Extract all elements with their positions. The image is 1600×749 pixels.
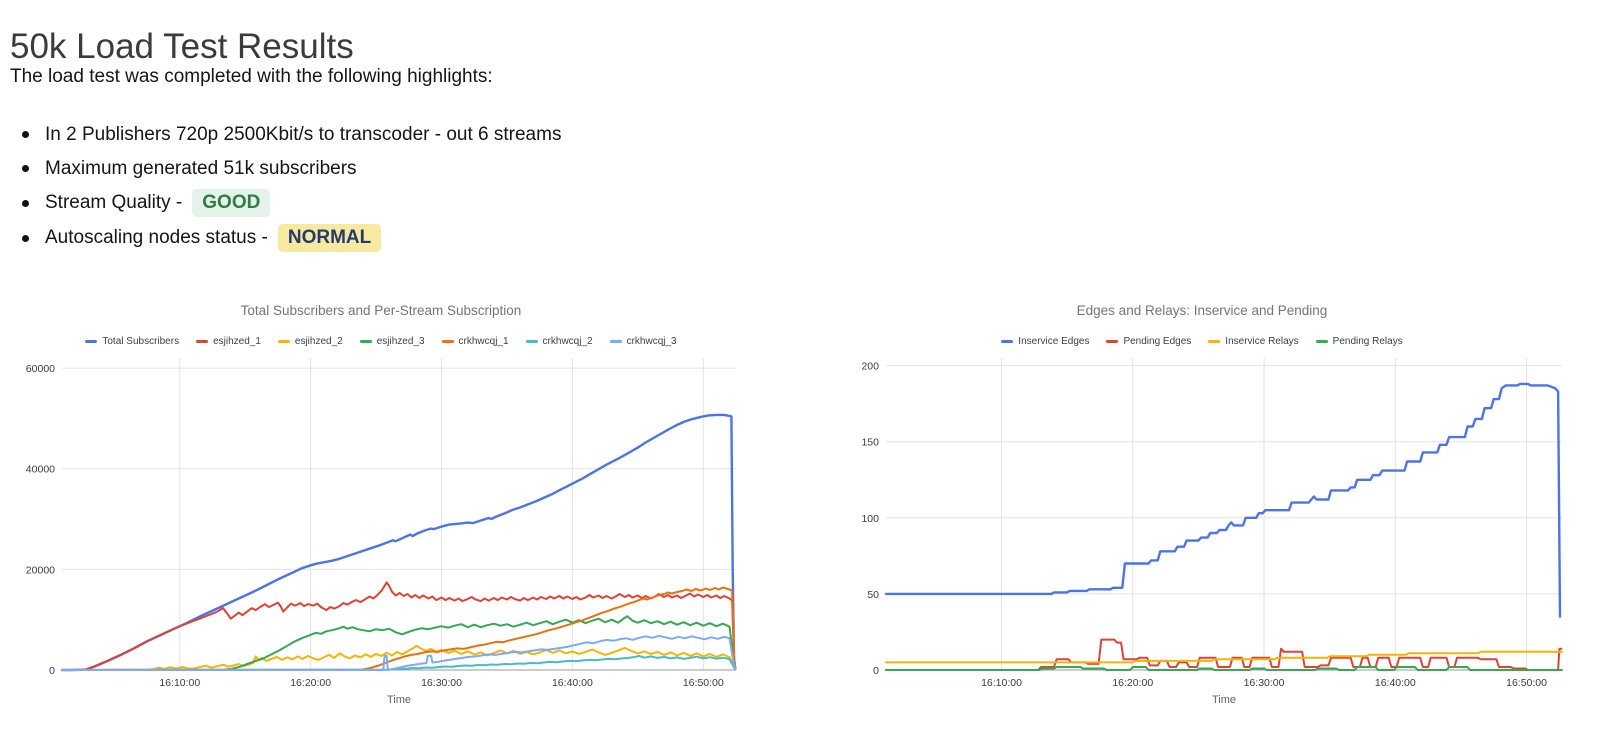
svg-text:60000: 60000 [26,363,55,375]
legend-label: Pending Relays [1332,335,1403,347]
svg-text:50: 50 [867,589,879,601]
legend-label: Total Subscribers [102,335,180,347]
svg-text:16:10:00: 16:10:00 [981,677,1022,689]
legend-swatch-icon [525,339,538,343]
legend-label: crkhwcqj_3 [626,335,677,347]
svg-text:16:20:00: 16:20:00 [290,677,331,689]
chart-plot: 16:10:00 16:20:00 16:30:00 16:40:00 16:50:00… [26,358,737,706]
bullet-icon [22,131,29,138]
svg-text:16:30:00: 16:30:00 [421,677,462,689]
highlights-list: In 2 Publishers 720p 2500Kbit/s to trans… [22,121,561,259]
bullet-text: Maximum generated 51k subscribers [45,157,357,179]
svg-text:150: 150 [861,437,879,449]
chart-title: Edges and Relays: Inservice and Pending [1076,303,1328,318]
svg-text:16:30:00: 16:30:00 [1244,677,1285,689]
legend-item: Pending Edges [1106,336,1191,347]
page-title: 50k Load Test Results [10,27,354,67]
legend-item: Total Subscribers [85,336,179,347]
list-item: Maximum generated 51k subscribers [22,155,561,182]
chart-plot: 16:10:00 16:20:00 16:30:00 16:40:00 16:50:00… [861,358,1563,706]
legend-label: esjihzed_2 [294,335,343,347]
legend-item: crkhwcqj_1 [441,335,509,347]
legend-swatch-icon [441,339,454,343]
chart-title: Total Subscribers and Per-Stream Subscri… [240,303,522,318]
svg-text:16:40:00: 16:40:00 [1375,677,1416,689]
svg-text:16:50:00: 16:50:00 [683,677,724,689]
bullet-icon [22,165,29,172]
bullet-text: Stream Quality - [45,192,183,213]
svg-text:Time: Time [387,694,411,706]
bullet-text: Autoscaling nodes status - [45,227,268,248]
legend-label: Inservice Relays [1225,335,1299,347]
legend-swatch-icon [1315,339,1328,343]
svg-text:0: 0 [49,665,55,677]
list-item: In 2 Publishers 720p 2500Kbit/s to trans… [22,121,561,148]
legend-swatch-icon [85,339,98,343]
svg-text:100: 100 [861,513,879,525]
legend-item: Inservice Edges [1001,336,1089,347]
svg-text:200: 200 [861,361,879,373]
bullet-icon [22,199,29,207]
status-badge-good: GOOD [192,189,271,217]
list-item: Stream Quality - GOOD [22,189,561,217]
edges-relays-chart: Edges and Relays: Inservice and Pending … [838,303,1566,708]
status-badge-normal: NORMAL [277,224,382,252]
list-item: Autoscaling nodes status - NORMAL [22,224,561,252]
legend-item: Inservice Relays [1208,335,1299,347]
legend-label: esjihzed_1 [213,335,261,347]
legend-swatch-icon [1208,339,1221,343]
legend-item: esjihzed_1 [196,336,261,347]
legend-swatch-icon [1106,339,1119,343]
legend-item: Pending Relays [1315,335,1403,347]
legend-swatch-icon [277,339,290,343]
svg-text:16:10:00: 16:10:00 [159,677,200,689]
chart-legend: Total Subscribers esjihzed_1 esjihzed_2 esj… [22,334,740,348]
legend-item: crkhwcqj_2 [525,335,593,347]
legend-swatch-icon [196,339,209,343]
svg-text:40000: 40000 [26,464,55,476]
svg-text:20000: 20000 [26,564,55,576]
legend-label: Pending Edges [1123,335,1192,347]
legend-item: esjihzed_2 [277,335,343,347]
legend-item: crkhwcqj_3 [609,335,677,347]
svg-text:16:50:00: 16:50:00 [1506,677,1547,689]
intro-text: The load test was completed with the fol… [10,66,493,87]
legend-label: crkhwcqj_2 [542,335,593,347]
svg-text:0: 0 [873,665,879,677]
svg-text:16:20:00: 16:20:00 [1112,677,1153,689]
svg-text:Time: Time [1212,694,1236,706]
legend-swatch-icon [1001,339,1014,343]
svg-text:16:40:00: 16:40:00 [552,677,593,689]
legend-label: Inservice Edges [1018,335,1090,347]
legend-item: esjihzed_3 [359,335,425,347]
bullet-text: In 2 Publishers 720p 2500Kbit/s to trans… [45,123,562,145]
legend-label: esjihzed_3 [376,335,425,347]
legend-swatch-icon [609,339,622,343]
subscribers-chart: Total Subscribers and Per-Stream Subscri… [22,303,740,708]
legend-swatch-icon [359,339,372,343]
chart-legend: Inservice Edges Pending Edges Inservice Re… [838,334,1566,348]
bullet-icon [22,234,29,242]
legend-label: crkhwcqj_1 [458,335,509,347]
